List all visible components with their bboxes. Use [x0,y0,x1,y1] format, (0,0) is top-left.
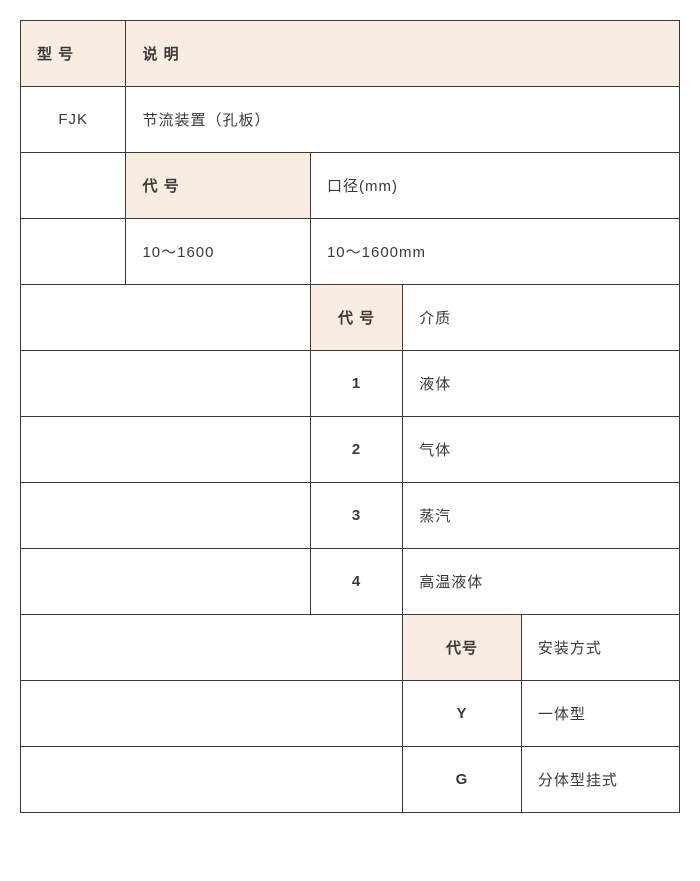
cell-model-value: FJK [21,87,126,153]
cell-medium-steam: 蒸汽 [403,483,680,549]
cell-empty [21,483,311,549]
cell-code-3: 3 [310,483,402,549]
cell-empty [21,747,403,813]
table-row: FJK 节流装置（孔板） [21,87,680,153]
cell-install-integrated: 一体型 [521,681,679,747]
table-row: 4 高温液体 [21,549,680,615]
cell-code-2: 2 [310,417,402,483]
table-row: Y 一体型 [21,681,680,747]
header-install: 安装方式 [521,615,679,681]
cell-diameter-range: 10～1600mm [310,219,679,285]
table-row: 型 号 说 明 [21,21,680,87]
spec-table: 型 号 说 明 FJK 节流装置（孔板） 代 号 口径(mm) 10～1600 … [20,20,680,813]
cell-empty [21,549,311,615]
cell-empty [21,285,311,351]
cell-install-split: 分体型挂式 [521,747,679,813]
header-description: 说 明 [126,21,680,87]
cell-medium-liquid: 液体 [403,351,680,417]
cell-description-value: 节流装置（孔板） [126,87,680,153]
cell-empty [21,615,403,681]
cell-code-y: Y [403,681,522,747]
cell-empty [21,351,311,417]
cell-empty [21,681,403,747]
header-diameter: 口径(mm) [310,153,679,219]
header-code-2: 代 号 [310,285,402,351]
table-row: 10～1600 10～1600mm [21,219,680,285]
cell-medium-hot-liquid: 高温液体 [403,549,680,615]
cell-code-1: 1 [310,351,402,417]
cell-empty [21,153,126,219]
table-row: 1 液体 [21,351,680,417]
cell-medium-gas: 气体 [403,417,680,483]
table-row: 2 气体 [21,417,680,483]
cell-empty [21,417,311,483]
cell-code-g: G [403,747,522,813]
cell-code-range: 10～1600 [126,219,311,285]
header-medium: 介质 [403,285,680,351]
table-row: 代 号 介质 [21,285,680,351]
table-row: 代号 安装方式 [21,615,680,681]
cell-empty [21,219,126,285]
table-row: G 分体型挂式 [21,747,680,813]
header-code-1: 代 号 [126,153,311,219]
table-row: 3 蒸汽 [21,483,680,549]
table-row: 代 号 口径(mm) [21,153,680,219]
cell-code-4: 4 [310,549,402,615]
spec-table-container: 型 号 说 明 FJK 节流装置（孔板） 代 号 口径(mm) 10～1600 … [20,20,680,813]
header-model: 型 号 [21,21,126,87]
header-code-3: 代号 [403,615,522,681]
